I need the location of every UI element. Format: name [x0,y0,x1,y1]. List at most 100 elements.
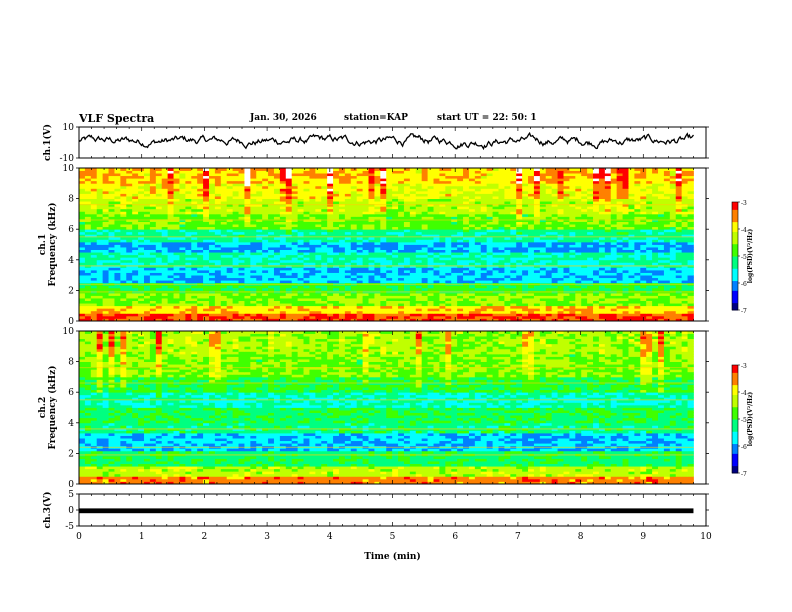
spectrogram-cell [161,236,169,240]
spectrogram-cell [173,226,180,230]
spectrogram-cell [569,272,576,276]
spectrogram-cell [480,267,488,271]
spectrogram-cell [468,216,476,220]
spectrogram-cell [84,262,92,266]
spectrogram-cell [445,216,452,220]
spectrogram-cell [321,270,328,273]
spectrogram-cell [504,280,511,284]
spectrogram-cell [126,277,133,281]
spectrogram-cell [126,231,133,235]
spectrogram-cell [327,259,334,263]
spectrogram-cell [663,206,671,210]
spectrogram-cell [528,244,535,248]
spectrogram-cell [108,270,115,273]
spectrogram-cell [593,226,600,230]
spectrogram-cell [669,236,677,240]
spectrogram-cell [114,270,121,273]
spectrogram-cell [610,226,618,230]
spectrogram-cell [149,310,157,314]
spectrogram-cell [646,254,653,258]
spectrogram-cell [309,315,316,319]
spectrogram-cell [338,247,346,250]
start-time-label: start UT = 22: 50: 1 [437,113,537,123]
spectrogram-cell [474,264,482,268]
spectrogram-cell [533,254,541,258]
spectrogram-cell [598,280,606,284]
spectrogram-cell [545,226,553,230]
spectrogram-cell [658,313,665,317]
spectrogram-cell [498,231,505,235]
spectrogram-cell [333,272,340,276]
spectrogram-cell [386,262,393,266]
spectrogram-cell [486,216,493,220]
spectrogram-cell [321,244,328,248]
spectrogram-cell [79,203,86,207]
spectrogram-cell [138,295,145,299]
spectrogram-cell [102,267,109,271]
spectrogram-cell [185,206,192,210]
spectrogram-cell [303,236,310,240]
spectrogram-cell [197,267,204,271]
spectrogram-cell [504,216,511,220]
spectrogram-cell [587,277,594,281]
spectrogram-cell [279,313,287,317]
spectrogram-cell [362,231,369,235]
spectrogram-cell [646,241,653,245]
spectrogram-cell [634,206,641,210]
spectrogram-cell [344,264,352,268]
spectrogram-cell [569,267,576,271]
spectrogram-cell [297,303,304,307]
spectrogram-cell [368,206,375,210]
spectrogram-cell [203,280,210,284]
spectrogram-cell [398,310,405,314]
spectrogram-cell [173,310,180,314]
spectrogram-cell [143,310,151,314]
spectrogram-cell [79,249,86,253]
spectrogram-cell [652,254,659,258]
spectrogram-cell [356,275,363,279]
spectrogram-cell [545,213,553,217]
spectrogram-cell [161,254,169,258]
spectrogram-cell [84,313,92,317]
spectrogram-cell [569,280,576,284]
spectrogram-cell [528,206,535,210]
spectrogram-cell [208,216,216,220]
spectrogram-cell [220,216,228,220]
spectrogram-cell [392,254,399,258]
spectrogram-cell [451,264,458,268]
spectrogram-cell [102,264,109,268]
spectrogram-cell [498,221,505,225]
spectrogram-cell [96,224,104,228]
spectrogram-cell [214,264,222,268]
spectrogram-cell [374,241,381,245]
spectrogram-cell [415,270,423,273]
spectrogram-cell [197,305,204,309]
spectrogram-cell [492,221,499,225]
spectrogram-cell [185,226,192,230]
spectrogram-cell [208,249,216,253]
spectrogram-cell [108,300,115,304]
spectrogram-cell [232,213,239,217]
spectrogram-cell [344,249,352,253]
spectrogram-cell [143,219,151,222]
spectrogram-cell [598,287,606,291]
spectrogram-cell [604,292,612,296]
spectrogram-cell [108,277,115,281]
spectrogram-cell [220,259,228,263]
spectrogram-cell [155,224,163,228]
spectrogram-cell [486,259,493,263]
spectrogram-cell [256,285,263,289]
spectrogram-cell [114,303,121,307]
spectrogram-cell [120,259,127,263]
spectrogram-cell [84,236,92,240]
spectrogram-cell [622,219,629,222]
spectrogram-cell [273,239,281,243]
spectrogram-cell [362,318,369,322]
spectrogram-cell [297,313,304,317]
spectrogram-cell [167,315,174,319]
spectrogram-cell [463,292,470,296]
spectrogram-cell [273,259,281,263]
spectrogram-cell [575,259,582,263]
spectrogram-cell [303,213,310,217]
spectrogram-cell [102,226,109,230]
